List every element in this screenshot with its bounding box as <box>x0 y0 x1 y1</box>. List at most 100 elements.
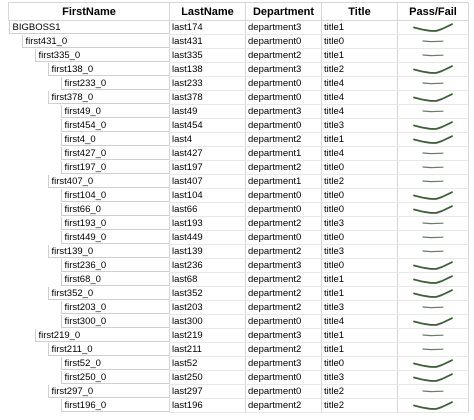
department-cell: department2 <box>245 132 322 147</box>
title-cell: title1 <box>321 286 398 301</box>
title-cell: title1 <box>321 342 398 357</box>
lastname-cell: last66 <box>169 202 246 217</box>
table-row[interactable]: first250_0 last250 department0 title3 <box>9 370 469 385</box>
title-cell: title0 <box>321 356 398 371</box>
header-pass-fail[interactable]: Pass/Fail <box>397 2 469 21</box>
title-cell: title3 <box>321 370 398 385</box>
firstname-cell: first454_0 <box>9 119 170 133</box>
pass-check-icon <box>412 204 454 215</box>
firstname-cell: first219_0 <box>9 329 170 343</box>
firstname-text: first193_0 <box>60 217 169 230</box>
table-row[interactable]: first196_0 last196 department2 title2 <box>9 398 469 413</box>
table-row[interactable]: first352_0 last352 department2 title1 <box>9 286 469 301</box>
department-cell: department2 <box>245 342 322 357</box>
table-row[interactable]: first138_0 last138 department3 title2 <box>9 62 469 77</box>
pass-check-icon <box>412 22 454 33</box>
lastname-cell: last335 <box>169 48 246 63</box>
table-row[interactable]: first219_0 last219 department3 title1 <box>9 328 469 343</box>
pass-check-icon <box>412 134 454 145</box>
table-row[interactable]: first104_0 last104 department0 title0 <box>9 188 469 203</box>
pass-fail-cell <box>397 314 469 329</box>
firstname-text: first449_0 <box>60 231 169 244</box>
table-row[interactable]: first454_0 last454 department0 title3 <box>9 118 469 133</box>
table-row[interactable]: first193_0 last193 department2 title3 <box>9 216 469 231</box>
firstname-text: first139_0 <box>47 245 169 258</box>
department-cell: department0 <box>245 384 322 399</box>
firstname-text: first104_0 <box>60 189 169 202</box>
department-cell: department3 <box>245 328 322 343</box>
lastname-cell: last4 <box>169 132 246 147</box>
header-lastname[interactable]: LastName <box>169 2 246 21</box>
pass-fail-cell <box>397 174 469 189</box>
firstname-cell: first203_0 <box>9 301 170 315</box>
firstname-cell: first250_0 <box>9 371 170 385</box>
title-cell: title2 <box>321 384 398 399</box>
table-row[interactable]: first297_0 last297 department0 title2 <box>9 384 469 399</box>
lastname-cell: last431 <box>169 34 246 49</box>
table-row[interactable]: first68_0 last68 department2 title1 <box>9 272 469 287</box>
lastname-cell: last219 <box>169 328 246 343</box>
firstname-cell: first196_0 <box>9 399 170 413</box>
table-row[interactable]: first407_0 last407 department1 title2 <box>9 174 469 189</box>
table-row[interactable]: first300_0 last300 department0 title4 <box>9 314 469 329</box>
fail-dash-icon <box>421 344 445 355</box>
department-cell: department2 <box>245 300 322 315</box>
pass-fail-cell <box>397 230 469 245</box>
firstname-text: first233_0 <box>60 77 169 90</box>
header-firstname[interactable]: FirstName <box>8 2 170 21</box>
table-row[interactable]: BIGBOSS1 last174 department3 title1 <box>8 20 469 35</box>
table-row[interactable]: first66_0 last66 department0 title0 <box>9 202 469 217</box>
table-row[interactable]: first431_0 last431 department0 title0 <box>9 34 469 49</box>
fail-dash-icon <box>421 78 445 89</box>
firstname-text: first407_0 <box>47 175 169 188</box>
table-row[interactable]: first236_0 last236 department3 title0 <box>9 258 469 273</box>
table-row[interactable]: first378_0 last378 department0 title4 <box>9 90 469 105</box>
table-row[interactable]: first197_0 last197 department2 title0 <box>9 160 469 175</box>
lastname-cell: last449 <box>169 230 246 245</box>
firstname-text: first197_0 <box>60 161 169 174</box>
lastname-cell: last139 <box>169 244 246 259</box>
pass-check-icon <box>412 358 454 369</box>
table-row[interactable]: first4_0 last4 department2 title1 <box>9 132 469 147</box>
table-row[interactable]: first427_0 last427 department1 title4 <box>9 146 469 161</box>
header-title[interactable]: Title <box>321 2 398 21</box>
lastname-cell: last203 <box>169 300 246 315</box>
firstname-text: first196_0 <box>60 399 169 412</box>
pass-fail-cell <box>397 146 469 161</box>
pass-fail-cell <box>397 20 469 35</box>
table-row[interactable]: first52_0 last52 department3 title0 <box>9 356 469 371</box>
pass-check-icon <box>412 120 454 131</box>
lastname-cell: last196 <box>169 398 246 413</box>
table-row[interactable]: first335_0 last335 department2 title1 <box>9 48 469 63</box>
pass-fail-cell <box>397 48 469 63</box>
firstname-text: first454_0 <box>60 119 169 132</box>
firstname-cell: first407_0 <box>9 175 170 189</box>
pass-fail-cell <box>397 160 469 175</box>
firstname-text: first431_0 <box>21 35 169 48</box>
table-row[interactable]: first49_0 last49 department3 title4 <box>9 104 469 119</box>
header-department[interactable]: Department <box>245 2 322 21</box>
table-row[interactable]: first139_0 last139 department2 title3 <box>9 244 469 259</box>
fail-dash-icon <box>421 232 445 243</box>
department-cell: department3 <box>245 62 322 77</box>
pass-fail-cell <box>397 132 469 147</box>
department-cell: department1 <box>245 146 322 161</box>
firstname-cell: first300_0 <box>9 315 170 329</box>
table-row[interactable]: first449_0 last449 department0 title0 <box>9 230 469 245</box>
firstname-text: first297_0 <box>47 385 169 398</box>
pass-fail-cell <box>397 328 469 343</box>
title-cell: title4 <box>321 76 398 91</box>
firstname-text: first49_0 <box>60 105 169 118</box>
table-row[interactable]: first203_0 last203 department2 title3 <box>9 300 469 315</box>
title-cell: title2 <box>321 174 398 189</box>
title-cell: title4 <box>321 314 398 329</box>
title-cell: title1 <box>321 132 398 147</box>
table-row[interactable]: first211_0 last211 department2 title1 <box>9 342 469 357</box>
pass-fail-cell <box>397 398 469 413</box>
lastname-cell: last52 <box>169 356 246 371</box>
table-row[interactable]: first233_0 last233 department0 title4 <box>9 76 469 91</box>
pass-fail-cell <box>397 90 469 105</box>
firstname-cell: first104_0 <box>9 189 170 203</box>
department-cell: department0 <box>245 188 322 203</box>
firstname-cell: first431_0 <box>9 35 170 49</box>
